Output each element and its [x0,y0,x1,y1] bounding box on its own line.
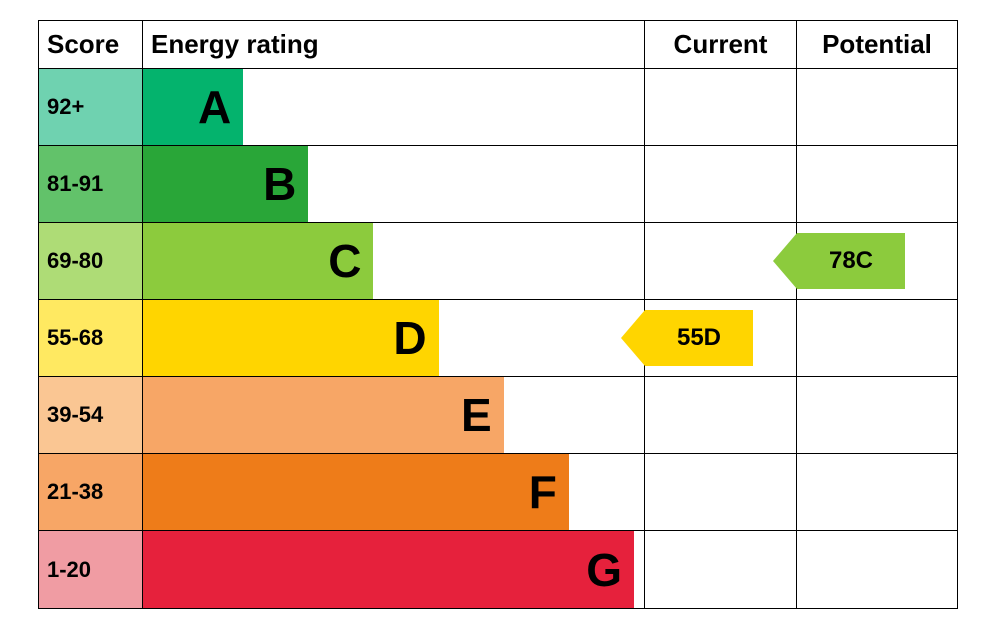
current-cell: 55 D [645,300,797,376]
rating-letter: C [328,234,361,288]
rating-area: C [143,223,645,299]
rating-letter: D [393,311,426,365]
score-cell: 1-20 [39,531,143,608]
score-cell: 69-80 [39,223,143,299]
current-cell [645,454,797,530]
marker-value: 78 [829,247,856,275]
marker-body: 78 C [797,233,905,289]
rating-area: D [143,300,645,376]
marker-arrow-tip [773,233,797,289]
band-row-f: 21-38 F [39,454,957,531]
rating-letter: E [461,388,492,442]
header-score: Score [39,21,143,68]
rating-area: F [143,454,645,530]
epc-chart: Score Energy rating Current Potential 92… [38,20,958,609]
score-cell: 39-54 [39,377,143,453]
rating-bar-a: A [143,69,243,145]
potential-cell [797,377,957,453]
potential-cell [797,69,957,145]
potential-marker: 78 C [773,233,905,289]
marker-body: 55 D [645,310,753,366]
potential-cell: 78 C [797,223,957,299]
band-row-b: 81-91 B [39,146,957,223]
current-marker: 55 D [621,310,753,366]
current-cell [645,69,797,145]
rating-area: B [143,146,645,222]
header-current: Current [645,21,797,68]
current-cell [645,531,797,608]
rating-bar-e: E [143,377,504,453]
chart-header: Score Energy rating Current Potential [39,21,957,69]
rating-area: E [143,377,645,453]
rating-bar-f: F [143,454,569,530]
marker-letter: D [704,324,721,352]
rating-letter: A [198,80,231,134]
band-row-g: 1-20 G [39,531,957,608]
current-cell [645,146,797,222]
rating-letter: G [586,543,622,597]
potential-cell [797,146,957,222]
band-row-c: 69-80C78 C [39,223,957,300]
rating-bar-b: B [143,146,308,222]
rating-bar-c: C [143,223,373,299]
marker-value: 55 [677,324,704,352]
chart-body: 92+A81-91B69-80C78 C55-68D55 D39-54E21-3… [39,69,957,608]
rating-area: A [143,69,645,145]
rating-bar-d: D [143,300,439,376]
score-cell: 21-38 [39,454,143,530]
score-cell: 81-91 [39,146,143,222]
band-row-e: 39-54 E [39,377,957,454]
band-row-a: 92+ A [39,69,957,146]
current-cell [645,377,797,453]
potential-cell [797,454,957,530]
marker-letter: C [856,247,873,275]
rating-area: G [143,531,645,608]
potential-cell [797,531,957,608]
score-cell: 92+ [39,69,143,145]
score-cell: 55-68 [39,300,143,376]
header-rating: Energy rating [143,21,645,68]
potential-cell [797,300,957,376]
band-row-d: 55-68D55 D [39,300,957,377]
rating-letter: F [529,465,557,519]
header-potential: Potential [797,21,957,68]
rating-letter: B [263,157,296,211]
rating-bar-g: G [143,531,634,608]
marker-arrow-tip [621,310,645,366]
